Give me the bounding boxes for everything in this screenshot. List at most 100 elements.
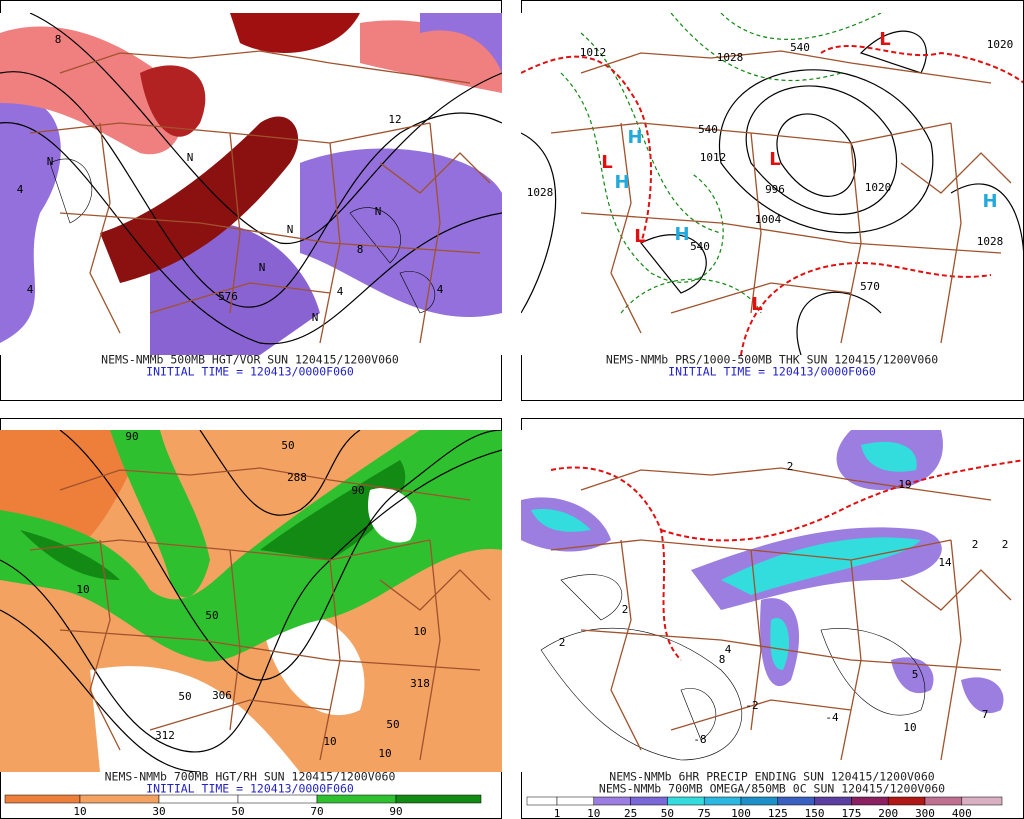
map-label: 8 <box>357 243 364 256</box>
map-label: 996 <box>765 183 785 196</box>
map-label: 50 <box>386 718 399 731</box>
map-label: 540 <box>690 240 710 253</box>
caption: NEMS-NMMb PRS/1000-500MB THK SUN 120415/… <box>606 353 938 367</box>
map-label: 10 <box>413 625 426 638</box>
map-label: 540 <box>790 41 810 54</box>
map-label: 1004 <box>755 213 782 226</box>
map-label: 8 <box>719 653 726 666</box>
map-label: L <box>601 152 612 173</box>
map-label: -2 <box>745 699 758 712</box>
colorbar-label: 90 <box>389 805 402 818</box>
colorbar-label: 50 <box>661 807 674 819</box>
colorbar-swatch <box>740 796 779 806</box>
colorbar-label: 175 <box>841 807 861 819</box>
map-label: H <box>982 191 997 212</box>
map-label: 10 <box>378 747 391 760</box>
map-label: -4 <box>825 711 839 724</box>
map-label: N <box>287 223 294 236</box>
map-label: 1012 <box>580 46 607 59</box>
map-label: 10 <box>76 583 89 596</box>
colorbar-label: 1 <box>554 807 561 819</box>
map-label: 2 <box>787 460 794 473</box>
map-label: 10 <box>323 735 336 748</box>
colorbar-label: 75 <box>698 807 711 819</box>
colorbar-label: 50 <box>231 805 244 818</box>
colorbar-swatch <box>556 796 595 806</box>
map-label: N <box>47 155 54 168</box>
map-label: 1020 <box>987 38 1014 51</box>
map-label: 288 <box>287 471 307 484</box>
caption: NEMS-NMMb 700MB HGT/RH SUN 120415/1200V0… <box>105 770 396 784</box>
colorbar-swatch <box>316 794 397 804</box>
map-label: N <box>312 311 319 324</box>
map-label: -8 <box>693 733 706 746</box>
colorbar-label: 10 <box>73 805 86 818</box>
colorbar-swatch <box>777 796 815 806</box>
map-label: 312 <box>155 729 175 742</box>
colorbar-label: 125 <box>768 807 788 819</box>
map-label: 540 <box>698 123 718 136</box>
colorbar-swatch <box>526 796 558 806</box>
colorbar-label: 10 <box>587 807 600 819</box>
map-label: N <box>375 205 382 218</box>
caption: INITIAL TIME = 120413/0000F060 <box>668 365 876 379</box>
colorbar-label: 400 <box>952 807 972 819</box>
colorbar-swatch <box>924 796 963 806</box>
caption: NEMS-NMMb 700MB OMEGA/850MB 0C SUN 12041… <box>599 782 945 796</box>
colorbar-label: 70 <box>310 805 323 818</box>
colorbar-label: 150 <box>805 807 825 819</box>
map-label: L <box>634 226 645 247</box>
colorbar-swatch <box>630 796 668 806</box>
colorbar-swatch <box>703 796 742 806</box>
map-label: 5 <box>912 668 919 681</box>
colorbar-label: 30 <box>152 805 165 818</box>
map-label: 50 <box>205 609 218 622</box>
map-humidity <box>0 430 502 772</box>
colorbar-swatch <box>237 794 318 804</box>
map-label: 1028 <box>977 235 1004 248</box>
colorbar-swatch <box>887 796 926 806</box>
colorbar-label: 100 <box>731 807 751 819</box>
map-label: 2 <box>1002 538 1009 551</box>
map-label: 1028 <box>717 51 744 64</box>
map-label: 14 <box>938 556 952 569</box>
map-label: 4 <box>437 283 444 296</box>
map-label: 90 <box>351 484 364 497</box>
colorbar-swatch <box>395 794 482 804</box>
map-label: 19 <box>898 478 911 491</box>
caption: INITIAL TIME = 120413/0000F060 <box>146 365 354 379</box>
map-label: 576 <box>218 290 238 303</box>
map-label: 7 <box>982 708 989 721</box>
map-label: 2 <box>972 538 979 551</box>
map-label: 50 <box>281 439 294 452</box>
map-label: 4 <box>27 283 34 296</box>
map-label: 10 <box>903 721 916 734</box>
map-pressure <box>521 13 1023 355</box>
map-label: 90 <box>125 430 138 443</box>
map-label: 2 <box>559 636 566 649</box>
colorbar-swatch <box>593 796 631 806</box>
map-label: 12 <box>388 113 401 126</box>
map-label: H <box>627 127 642 148</box>
map-label: 318 <box>410 677 430 690</box>
colorbar-swatch <box>961 796 1003 806</box>
map-label: 8 <box>55 33 62 46</box>
map-label: N <box>259 261 266 274</box>
colorbar-swatch <box>851 796 889 806</box>
colorbar-swatch <box>4 794 81 804</box>
map-vorticity <box>0 13 502 355</box>
map-label: N <box>187 151 194 164</box>
colorbar-swatch <box>158 794 239 804</box>
map-label: H <box>614 172 629 193</box>
map-precip <box>521 430 1023 772</box>
map-label: H <box>674 224 689 245</box>
colorbar-label: 200 <box>878 807 898 819</box>
colorbar-label: 300 <box>915 807 935 819</box>
map-label: 1012 <box>700 151 727 164</box>
map-label: 4 <box>337 285 344 298</box>
caption: NEMS-NMMb 6HR PRECIP ENDING SUN 120415/1… <box>609 770 934 784</box>
map-label: 50 <box>178 690 191 703</box>
map-label: L <box>751 294 762 315</box>
map-label: 1028 <box>527 186 554 199</box>
map-label: 1020 <box>865 181 892 194</box>
